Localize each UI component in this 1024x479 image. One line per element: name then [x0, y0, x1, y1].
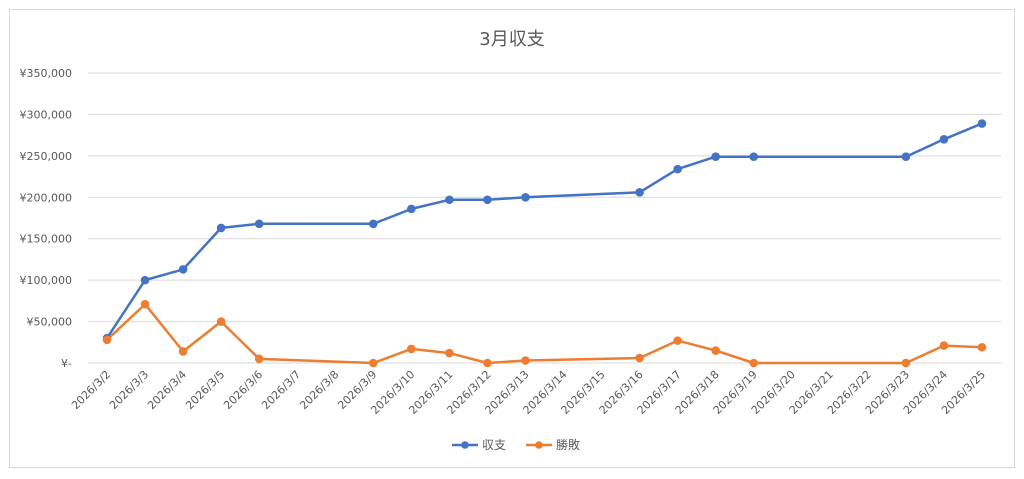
data-point	[140, 275, 150, 285]
data-point	[635, 188, 644, 197]
y-tick-label: ¥50,000	[27, 316, 73, 329]
data-point	[216, 317, 226, 326]
data-point	[445, 348, 454, 358]
data-point	[369, 358, 378, 368]
data-point	[711, 152, 720, 161]
legend-label: 勝敗	[556, 437, 580, 452]
data-point	[939, 341, 949, 350]
legend-label: 収支	[482, 438, 506, 452]
x-tick-label: 2026/3/4	[145, 368, 189, 412]
y-tick-label: ¥350,000	[20, 67, 73, 80]
y-tick-label: ¥250,000	[20, 150, 73, 163]
x-tick-label: 2026/3/6	[221, 368, 265, 412]
data-point	[749, 358, 759, 368]
data-point	[178, 265, 188, 274]
data-point	[521, 192, 530, 202]
data-point	[216, 223, 226, 233]
series-2	[102, 299, 987, 368]
legend-swatch-marker	[461, 441, 469, 449]
legend: 収支 勝敗	[452, 437, 580, 452]
x-tick-label: 2026/3/7	[259, 368, 303, 412]
data-point	[901, 152, 911, 161]
gridlines	[88, 72, 1001, 364]
y-tick-label: ¥300,000	[20, 108, 73, 121]
data-point	[483, 195, 492, 205]
legend-swatch-marker	[535, 441, 543, 449]
series-line	[105, 302, 984, 365]
y-tick-label: ¥150,000	[20, 233, 73, 246]
data-point	[673, 336, 682, 345]
chart-title: 3月収支	[479, 29, 544, 50]
legend-item-2: 勝敗	[526, 437, 580, 452]
data-point	[711, 346, 720, 355]
data-point	[749, 152, 759, 161]
data-point	[901, 358, 911, 368]
data-point	[977, 342, 987, 352]
legend-item-1: 収支	[452, 438, 506, 452]
y-tick-label: ¥100,000	[20, 274, 73, 287]
data-point	[254, 354, 264, 364]
data-point	[635, 353, 644, 363]
data-point	[254, 219, 264, 229]
x-tick-label: 2026/3/5	[183, 368, 227, 412]
x-tick-label: 2026/3/8	[297, 368, 341, 412]
data-point	[102, 335, 112, 345]
data-point	[977, 119, 987, 128]
y-axis-ticks: ¥- ¥50,000 ¥100,000 ¥150,000 ¥200,000 ¥250,00…	[20, 67, 73, 370]
series-layer	[102, 119, 987, 368]
data-point	[483, 358, 492, 368]
series-1	[102, 119, 987, 343]
y-tick-label: ¥-	[61, 357, 72, 370]
data-point	[407, 344, 416, 354]
y-tick-label: ¥200,000	[20, 191, 73, 204]
x-tick-label: 2026/3/2	[69, 368, 113, 412]
x-axis-ticks: 2026/3/22026/3/32026/3/42026/3/52026/3/6…	[69, 368, 988, 417]
data-point	[445, 195, 454, 205]
data-point	[407, 204, 416, 214]
data-point	[521, 356, 530, 365]
data-point	[140, 299, 150, 309]
data-point	[939, 134, 949, 144]
x-tick-label: 2026/3/3	[107, 368, 151, 412]
data-point	[178, 347, 188, 356]
data-point	[369, 219, 378, 229]
data-point	[673, 164, 682, 174]
